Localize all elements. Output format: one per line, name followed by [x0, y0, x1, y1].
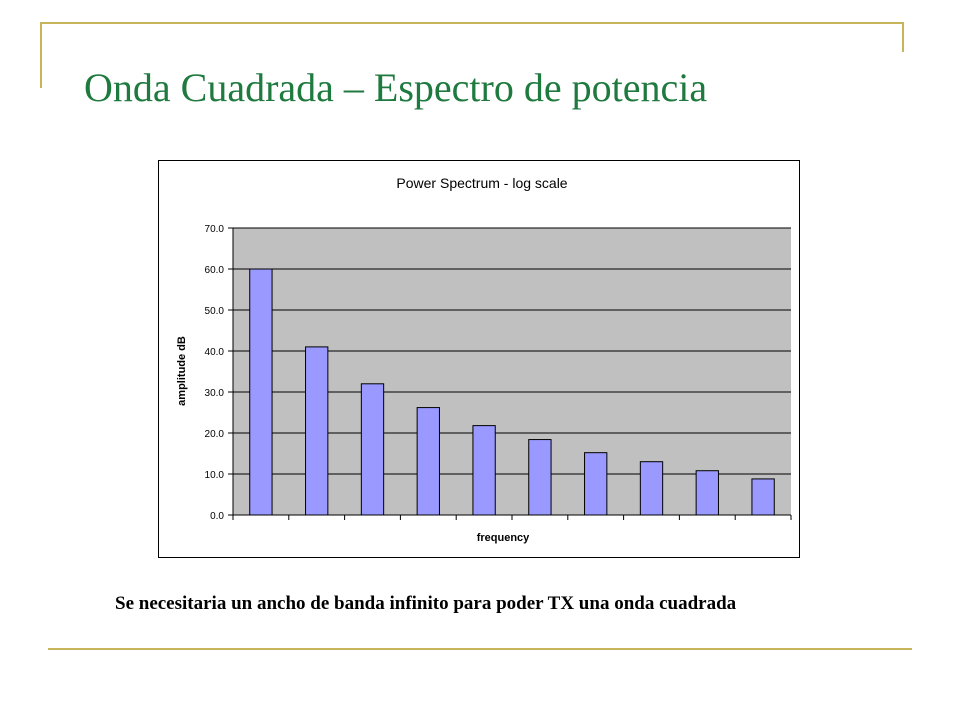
y-tick-label: 30.0 — [205, 388, 225, 399]
bar-5 — [472, 425, 496, 516]
top-rule — [40, 22, 904, 24]
bar-1 — [249, 268, 273, 516]
y-tick-label: 60.0 — [205, 265, 225, 276]
right-rule — [902, 22, 904, 52]
y-tick-label: 50.0 — [205, 306, 225, 317]
y-tick-labels: 0.0 10.0 20.0 30.0 40.0 50.0 60.0 70.0 — [205, 224, 225, 522]
bar-7 — [584, 452, 608, 516]
bar-10 — [751, 478, 775, 516]
bar-6 — [528, 439, 552, 516]
y-axis-label: amplitude dB — [176, 336, 188, 406]
left-rule — [40, 22, 42, 88]
chart-title: Power Spectrum - log scale — [396, 175, 567, 191]
y-tick-label: 40.0 — [205, 347, 225, 358]
x-axis-label: frequency — [477, 532, 530, 544]
slide-caption: Se necesitaria un ancho de banda infinit… — [115, 593, 737, 614]
bar-3 — [360, 383, 385, 516]
bar-2 — [305, 346, 329, 516]
axes — [228, 227, 792, 520]
y-tick-label: 10.0 — [205, 470, 225, 481]
bottom-rule — [48, 648, 912, 650]
y-tick-label: 0.0 — [210, 511, 224, 522]
y-tick-label: 20.0 — [205, 429, 225, 440]
power-spectrum-chart: Power Spectrum - log scale 0.0 10.0 20.0 30… — [176, 175, 792, 544]
slide-title: Onda Cuadrada – Espectro de potencia — [84, 65, 708, 110]
bar-9 — [695, 470, 719, 516]
chart-frame: Power Spectrum - log scale 0.0 10.0 20.0 30… — [158, 160, 800, 558]
y-tick-label: 70.0 — [205, 224, 225, 235]
bar-8 — [639, 461, 664, 516]
bar-4 — [416, 407, 440, 516]
